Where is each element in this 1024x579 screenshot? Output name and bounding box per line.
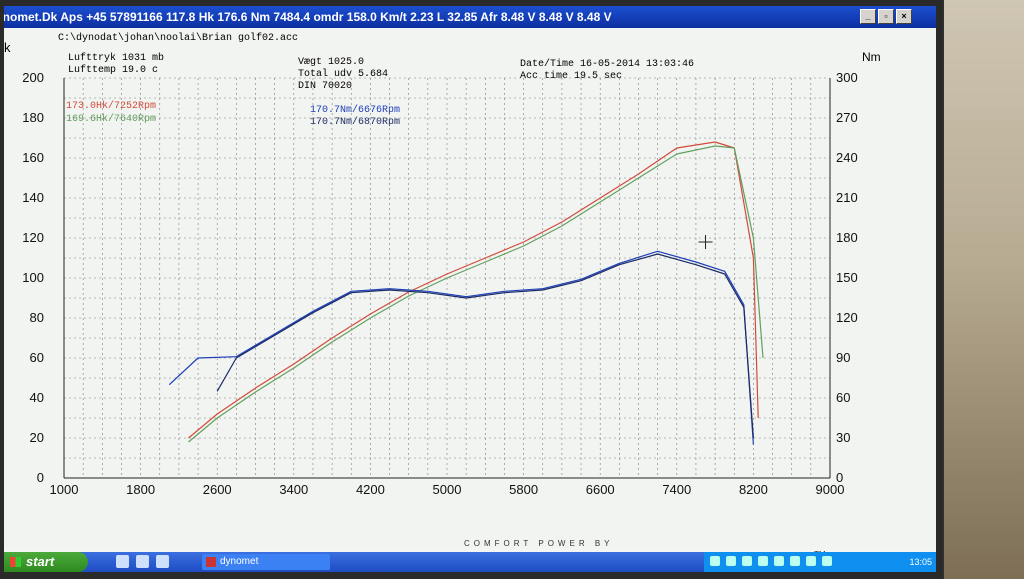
legend-nm-run2: 170.7Nm/6870Rpm [310,117,401,128]
right-tick-label: 150 [836,270,858,285]
total-udv-value: Total udv 5.684 [298,69,389,80]
x-tick-label: 5000 [433,482,462,497]
series-line-3 [168,250,754,445]
left-tick-label: 140 [22,190,44,205]
dyno-chart: 1000 1800 2600 3400 4200 5000 5800 6600 7400 8200… [22,70,858,497]
legend-hk-run1: 173.0Hk/7252Rpm [66,101,157,112]
taskbar-item-label: dynomet [220,556,259,567]
right-tick-label: 300 [836,70,858,85]
start-button[interactable]: start [4,552,88,572]
right-tick-label: 180 [836,230,858,245]
tray-security-icon[interactable] [758,556,768,566]
tray-update-icon[interactable] [774,556,784,566]
left-tick-label: 80 [30,310,44,325]
quicklaunch-ie-icon[interactable] [136,555,149,568]
close-button[interactable]: × [896,9,912,24]
left-tick-label: 100 [22,270,44,285]
x-tick-label: 4200 [356,482,385,497]
tray-app-icon[interactable] [790,556,800,566]
legend-nm-run1: 170.7Nm/6676Rpm [310,105,401,116]
left-tick-label: 20 [30,430,44,445]
x-tick-label: 6600 [586,482,615,497]
background-room [944,0,1024,579]
right-axis-unit: Nm [862,50,881,64]
tray-volume-icon[interactable] [742,556,752,566]
maximize-button[interactable]: ▫ [878,9,894,24]
left-tick-label: 40 [30,390,44,405]
right-tick-label: 240 [836,150,858,165]
series-line-4 [216,253,754,439]
right-tick-label: 120 [836,310,858,325]
x-tick-label: 1000 [50,482,79,497]
taskbar: start dynomet 13:05 [4,552,936,572]
right-tick-label: 60 [836,390,850,405]
weight-value: Vægt 1025.0 [298,57,365,68]
window-controls: _ ▫ × [860,9,912,24]
x-tick-label: 1800 [126,482,155,497]
tray-app-icon[interactable] [822,556,832,566]
right-tick-label: 30 [836,430,850,445]
x-tick-label: 3400 [279,482,308,497]
x-tick-label: 2600 [203,482,232,497]
taskbar-item-dynomet[interactable]: dynomet [202,554,330,570]
right-tick-label: 270 [836,110,858,125]
left-tick-label: 60 [30,350,44,365]
quicklaunch-media-icon[interactable] [156,555,169,568]
series-line-1 [188,141,759,439]
din-standard: DIN 70020 [298,81,353,92]
start-label: start [26,554,55,569]
left-tick-label: 120 [22,230,44,245]
x-tick-label: 7400 [662,482,691,497]
quicklaunch-desktop-icon[interactable] [116,555,129,568]
date-time: Date/Time 16-05-2014 13:03:46 [520,59,695,70]
left-tick-label: 200 [22,70,44,85]
window-title: ynomet.Dk Aps +45 57891166 117.8 Hk 176.… [4,10,612,24]
left-tick-label: 160 [22,150,44,165]
x-tick-label: 9000 [816,482,845,497]
series-line-2 [188,145,764,443]
windows-logo-icon [10,557,21,567]
right-tick-label: 0 [836,470,843,485]
screen: ynomet.Dk Aps +45 57891166 117.8 Hk 176.… [4,6,936,572]
system-tray: 13:05 [704,552,936,572]
tray-network-icon[interactable] [726,556,736,566]
title-bar[interactable]: ynomet.Dk Aps +45 57891166 117.8 Hk 176.… [4,6,936,28]
minimize-button[interactable]: _ [860,9,876,24]
tray-app-icon[interactable] [806,556,816,566]
right-tick-label: 90 [836,350,850,365]
dyno-chart-window: C:\dynodat\johan\noolai\Brian golf02.acc… [4,28,936,572]
brand-tagline: COMFORT POWER BY [464,539,614,548]
tray-language-icon[interactable] [710,556,720,566]
left-axis-unit: k [4,40,11,55]
x-tick-label: 8200 [739,482,768,497]
acc-time: Acc time 19.5 sec [520,71,623,82]
clock[interactable]: 13:05 [909,557,932,567]
dynomet-app-icon [206,557,216,567]
x-tick-label: 5800 [509,482,538,497]
file-path: C:\dynodat\johan\noolai\Brian golf02.acc [58,33,299,44]
lufttemp-value: Lufttemp 19.0 c [68,65,159,76]
left-tick-label: 0 [37,470,44,485]
legend-hk-run2: 169.6Hk/7640Rpm [66,114,157,125]
left-tick-label: 180 [22,110,44,125]
right-tick-label: 210 [836,190,858,205]
lufttryk-value: Lufttryk 1031 mb [68,53,165,64]
